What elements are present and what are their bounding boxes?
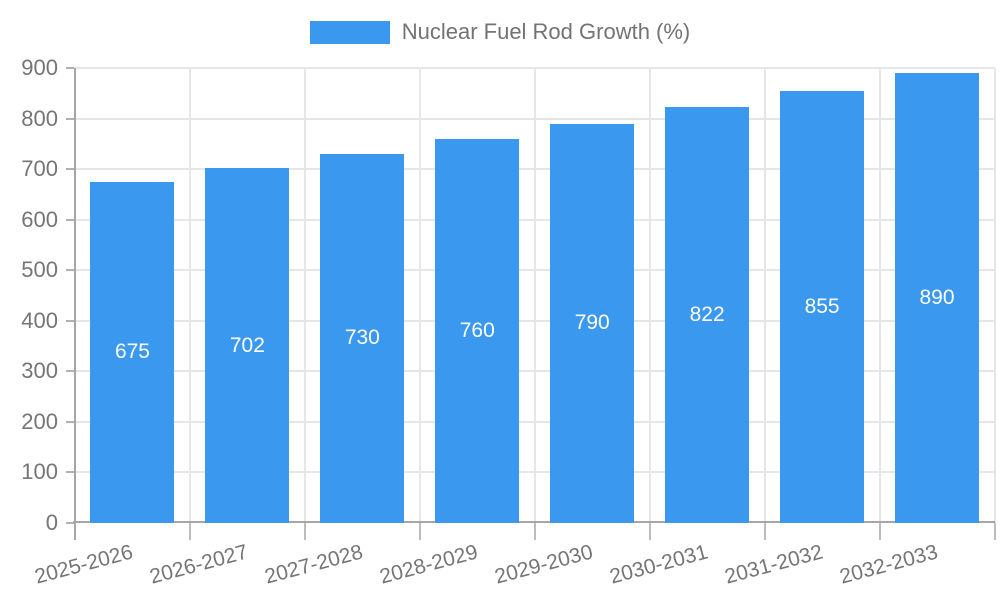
y-axis-tick-label: 100: [21, 459, 58, 485]
gridline-vertical: [763, 68, 766, 523]
bar-2032-2033[interactable]: [895, 73, 980, 523]
y-axis-tick: [66, 269, 74, 272]
x-axis-label: 2027-2028: [262, 540, 366, 589]
x-axis-label: 2032-2033: [836, 540, 940, 589]
y-axis-tick-label: 0: [45, 510, 58, 535]
y-axis-tick: [66, 420, 74, 423]
y-axis-tick: [66, 370, 74, 373]
y-axis-tick-label: 400: [21, 307, 58, 333]
gridline-vertical: [188, 68, 191, 523]
bar-2025-2026[interactable]: [90, 181, 175, 523]
bar-2031-2032[interactable]: [780, 90, 865, 523]
x-axis-label: 2031-2032: [721, 540, 825, 589]
bar-2028-2029[interactable]: [435, 138, 520, 523]
y-axis-tick-label: 600: [21, 206, 58, 232]
x-axis-tick: [993, 523, 996, 540]
y-axis-tick: [66, 522, 74, 524]
x-axis-label: 2030-2031: [607, 540, 711, 589]
y-axis-tick: [66, 218, 74, 221]
bar-2026-2027[interactable]: [205, 168, 290, 523]
x-axis-label: 2029-2030: [492, 540, 596, 589]
x-axis-tick: [533, 523, 536, 540]
y-axis-tick-label: 500: [21, 257, 58, 283]
gridline-vertical: [303, 68, 306, 523]
x-axis-tick: [878, 523, 881, 540]
bar-2029-2030[interactable]: [550, 123, 635, 523]
y-axis-tick: [66, 67, 74, 69]
gridline-vertical: [533, 68, 536, 523]
y-axis-tick: [66, 319, 74, 322]
y-axis-tick-label: 700: [21, 156, 58, 182]
x-axis-tick: [763, 523, 766, 540]
legend-swatch: [309, 20, 390, 44]
x-axis-tick: [418, 523, 421, 540]
x-axis-tick: [648, 523, 651, 540]
bar-2027-2028[interactable]: [320, 153, 405, 523]
x-axis-label: 2025-2026: [32, 540, 136, 589]
y-axis-tick-label: 800: [21, 105, 58, 131]
y-axis-tick: [66, 471, 74, 474]
y-axis-tick-label: 200: [21, 408, 58, 434]
gridline-vertical: [418, 68, 421, 523]
y-axis-tick: [66, 168, 74, 171]
x-axis-tick: [303, 523, 306, 540]
y-axis-tick-label: 900: [21, 55, 58, 80]
x-axis-line: [73, 521, 995, 523]
x-axis-tick: [188, 523, 191, 540]
y-axis-line: [74, 68, 76, 540]
legend-item[interactable]: Nuclear Fuel Rod Growth (%): [0, 19, 1000, 45]
bar-2030-2031[interactable]: [665, 107, 750, 523]
y-axis-tick: [66, 117, 74, 120]
x-axis-label: 2026-2027: [147, 540, 251, 589]
x-axis-label: 2028-2029: [377, 540, 481, 589]
legend-label: Nuclear Fuel Rod Growth (%): [401, 19, 691, 44]
gridline-vertical: [993, 68, 996, 523]
gridline-vertical: [878, 68, 881, 523]
gridline-vertical: [648, 68, 651, 523]
y-axis-tick-label: 300: [21, 358, 58, 384]
